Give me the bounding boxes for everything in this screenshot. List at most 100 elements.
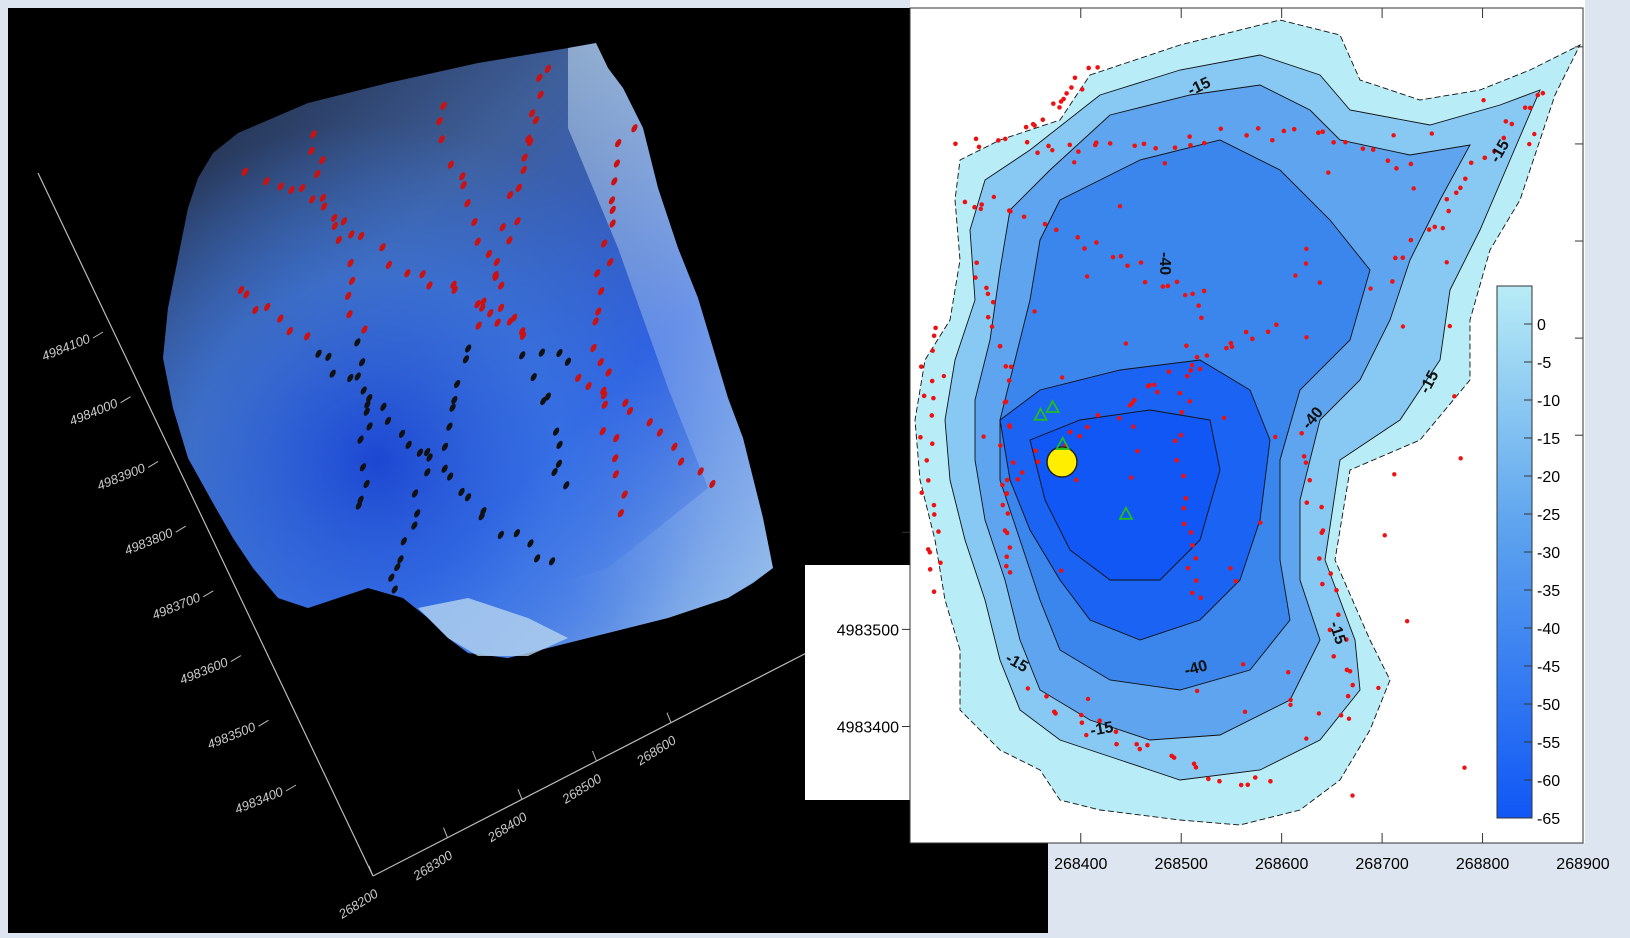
contour-sample-point xyxy=(1074,477,1079,483)
surface-sample-point xyxy=(485,249,493,259)
triangle-marker xyxy=(1055,436,1071,450)
surface-sample-point xyxy=(506,236,513,245)
surface-sample-point xyxy=(424,447,431,457)
contour-sample-point xyxy=(1390,279,1395,284)
surface-sample-point xyxy=(411,521,418,530)
contour-sample-point xyxy=(1132,143,1137,149)
surface-sample-point xyxy=(243,290,250,299)
surface-sample-point xyxy=(527,539,534,548)
contour-sample-point xyxy=(1160,284,1166,289)
contour-sample-point xyxy=(962,199,968,205)
contour-sample-point xyxy=(1368,286,1373,291)
contour-sample-point xyxy=(1015,477,1021,482)
contour-sample-point xyxy=(1240,662,1246,667)
contour-sample-point xyxy=(1113,729,1119,735)
contour-sample-point xyxy=(1086,65,1091,71)
surface-sample-point xyxy=(599,427,606,436)
surface-sample-point xyxy=(458,487,465,497)
surface-sample-point xyxy=(361,325,368,334)
contour-sample-point xyxy=(929,378,935,384)
contour-sample-point xyxy=(1304,500,1310,505)
contour-sample-point xyxy=(1509,121,1515,127)
contour-sample-point xyxy=(1067,142,1073,148)
contour-sample-point xyxy=(1008,364,1014,370)
surface-sample-point xyxy=(612,470,619,479)
contour-sample-point xyxy=(1076,149,1081,154)
surface-y-tick-mark xyxy=(285,784,297,792)
contour-sample-point xyxy=(1319,504,1324,510)
contour-sample-point xyxy=(1400,324,1406,329)
contour-sample-point xyxy=(1190,291,1195,297)
surface-sample-point xyxy=(656,428,664,437)
contour-sample-point xyxy=(1084,732,1089,738)
contour-sample-point xyxy=(1058,99,1064,104)
surface-sample-point xyxy=(419,270,426,279)
contour-sample-point xyxy=(998,443,1003,448)
contour-line xyxy=(999,359,1271,641)
contour-sample-point xyxy=(938,560,943,566)
surface-sample-point xyxy=(494,318,501,327)
surface-sample-point xyxy=(556,440,563,449)
contour-sample-point xyxy=(1540,90,1546,96)
surface-sample-point xyxy=(319,193,326,202)
contour-sample-point xyxy=(1360,146,1366,151)
triangle-marker xyxy=(1118,505,1134,520)
contour-sample-point xyxy=(1035,459,1041,465)
contour-sample-point xyxy=(1132,397,1137,403)
contour-sample-point xyxy=(984,285,989,291)
surface-sample-point xyxy=(315,349,322,358)
surface-sample-point xyxy=(310,130,317,139)
surface-sample-point xyxy=(585,381,592,391)
surface-sample-point xyxy=(551,467,558,477)
contour-sample-point xyxy=(1303,261,1309,266)
surface-sample-point xyxy=(359,463,367,472)
surface-y-tick-mark xyxy=(92,331,104,339)
contour-band-5 xyxy=(1030,410,1220,580)
surface-x-tick-mark xyxy=(517,789,523,800)
x-tick-label: 268800 xyxy=(1456,856,1509,873)
colorbar-label: -20 xyxy=(1537,469,1560,486)
surface-sample-point xyxy=(264,302,271,312)
contour-sample-point xyxy=(1224,345,1229,351)
contour-sample-point xyxy=(1072,75,1078,81)
colorbar-label: -15 xyxy=(1537,431,1560,448)
contour-sample-point xyxy=(1293,273,1298,278)
contour-sample-point xyxy=(1181,521,1187,527)
surface-sample-point xyxy=(347,373,354,383)
contour-sample-point xyxy=(1044,694,1049,699)
surface-x-tick-mark xyxy=(592,750,597,762)
surface-sample-point xyxy=(359,358,366,367)
surface-sample-point xyxy=(308,146,315,156)
contour-sample-point xyxy=(1393,255,1398,261)
colorbar-label: -25 xyxy=(1537,507,1560,524)
surface-sample-point xyxy=(475,321,482,330)
contour-sample-point xyxy=(1082,246,1087,251)
contour-sample-point xyxy=(1336,612,1341,618)
contour-sample-point xyxy=(1114,741,1119,747)
surface-sample-point xyxy=(487,309,494,318)
contour-sample-point xyxy=(1273,434,1278,440)
surface-sample-point xyxy=(626,406,634,416)
contour-line xyxy=(974,84,1471,741)
surface-y-tick-mark xyxy=(258,719,269,727)
surface-y-tick-mark xyxy=(230,655,242,663)
contour-y-axis: 4983400 4983500 4983600 xyxy=(837,525,910,736)
contour-sample-point xyxy=(1030,121,1036,127)
surface-sample-point xyxy=(709,479,716,489)
contour-x-axis: 268400 268500 268600 268700 268800 268900 xyxy=(1054,8,1610,873)
contour-sample-point xyxy=(1174,279,1180,285)
contour-sample-point xyxy=(1468,160,1474,166)
contour-sample-point xyxy=(1408,161,1414,167)
contour-sample-point xyxy=(1142,279,1148,285)
contour-sample-point xyxy=(1320,129,1326,135)
contour-sample-point xyxy=(1193,578,1199,583)
surface-3d-plot: 4983400498350049836004983700498380049839… xyxy=(37,43,821,922)
surface-sample-point xyxy=(354,338,361,347)
surface-sample-point xyxy=(520,165,527,174)
surface-sample-point xyxy=(436,116,443,126)
contour-sample-point xyxy=(931,512,937,517)
contour-sample-point xyxy=(1032,309,1037,314)
surface-sample-point xyxy=(499,223,506,232)
surface-sample-point xyxy=(277,182,284,191)
surface-sample-point xyxy=(563,481,570,490)
